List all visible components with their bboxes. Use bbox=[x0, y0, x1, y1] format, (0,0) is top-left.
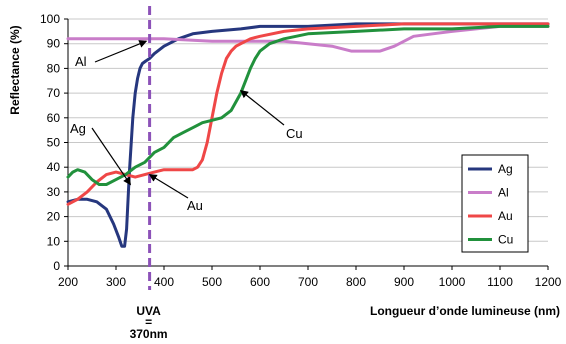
series-line-cu bbox=[66, 24, 550, 186]
series-line-al bbox=[66, 24, 550, 53]
uva-label-line: = bbox=[145, 315, 152, 329]
x-tick-label: 400 bbox=[154, 275, 174, 289]
x-tick-label: 700 bbox=[298, 275, 318, 289]
series-layer bbox=[66, 22, 550, 248]
x-tick-label: 900 bbox=[394, 275, 414, 289]
annotation-arrow-al bbox=[94, 40, 148, 63]
x-tick-label: 300 bbox=[106, 275, 126, 289]
legend-label-al: Al bbox=[498, 186, 509, 200]
y-tick-label: 100 bbox=[40, 12, 60, 26]
y-tick-label: 10 bbox=[47, 234, 61, 248]
axis-layer: 0 10 20 30 40 50 60 70 80 90 100 200 300 400 500 600 700… bbox=[40, 12, 562, 289]
legend-label-ag: Ag bbox=[498, 162, 513, 176]
annotation-arrow-ag bbox=[91, 127, 131, 186]
x-axis-title: Longueur d’onde lumineuse (nm) bbox=[370, 304, 560, 318]
y-tick-label: 90 bbox=[47, 37, 61, 51]
x-tick-label: 800 bbox=[346, 275, 366, 289]
y-tick-label: 20 bbox=[47, 210, 61, 224]
y-tick-label: 70 bbox=[47, 86, 61, 100]
legend-label-au: Au bbox=[498, 209, 513, 223]
uva-label-line: UVA bbox=[136, 304, 161, 318]
x-tick-label: 1100 bbox=[487, 275, 513, 289]
x-tick-label: 500 bbox=[202, 275, 222, 289]
series-line-ag bbox=[66, 22, 550, 248]
y-tick-label: 60 bbox=[47, 111, 61, 125]
annotation-label-al: Al bbox=[75, 54, 87, 69]
annotation-label-cu: Cu bbox=[286, 126, 303, 141]
y-axis-title: Reflectance (%) bbox=[8, 25, 22, 114]
annotation-label-ag: Ag bbox=[70, 121, 86, 136]
y-tick-label: 50 bbox=[47, 136, 61, 150]
marker-layer: UVA=370nm bbox=[130, 6, 168, 341]
annotation-layer: Al Ag Cu Au bbox=[70, 40, 303, 213]
y-tick-label: 40 bbox=[47, 160, 61, 174]
y-tick-label: 0 bbox=[53, 259, 60, 273]
x-tick-label: 600 bbox=[250, 275, 270, 289]
x-tick-label: 1000 bbox=[439, 275, 466, 289]
legend-label-cu: Cu bbox=[498, 233, 513, 247]
uva-label-line: 370nm bbox=[130, 327, 168, 341]
legend: Ag Al Au Cu bbox=[461, 154, 529, 253]
x-tick-label: 200 bbox=[58, 275, 78, 289]
annotation-label-au: Au bbox=[187, 198, 203, 213]
y-tick-label: 80 bbox=[47, 61, 61, 75]
y-tick-label: 30 bbox=[47, 185, 61, 199]
annotation-arrow-au bbox=[148, 174, 189, 199]
x-tick-label: 1200 bbox=[535, 275, 562, 289]
series-line-au bbox=[66, 22, 550, 206]
legend-box bbox=[461, 154, 529, 253]
annotation-arrow-cu bbox=[240, 90, 285, 126]
